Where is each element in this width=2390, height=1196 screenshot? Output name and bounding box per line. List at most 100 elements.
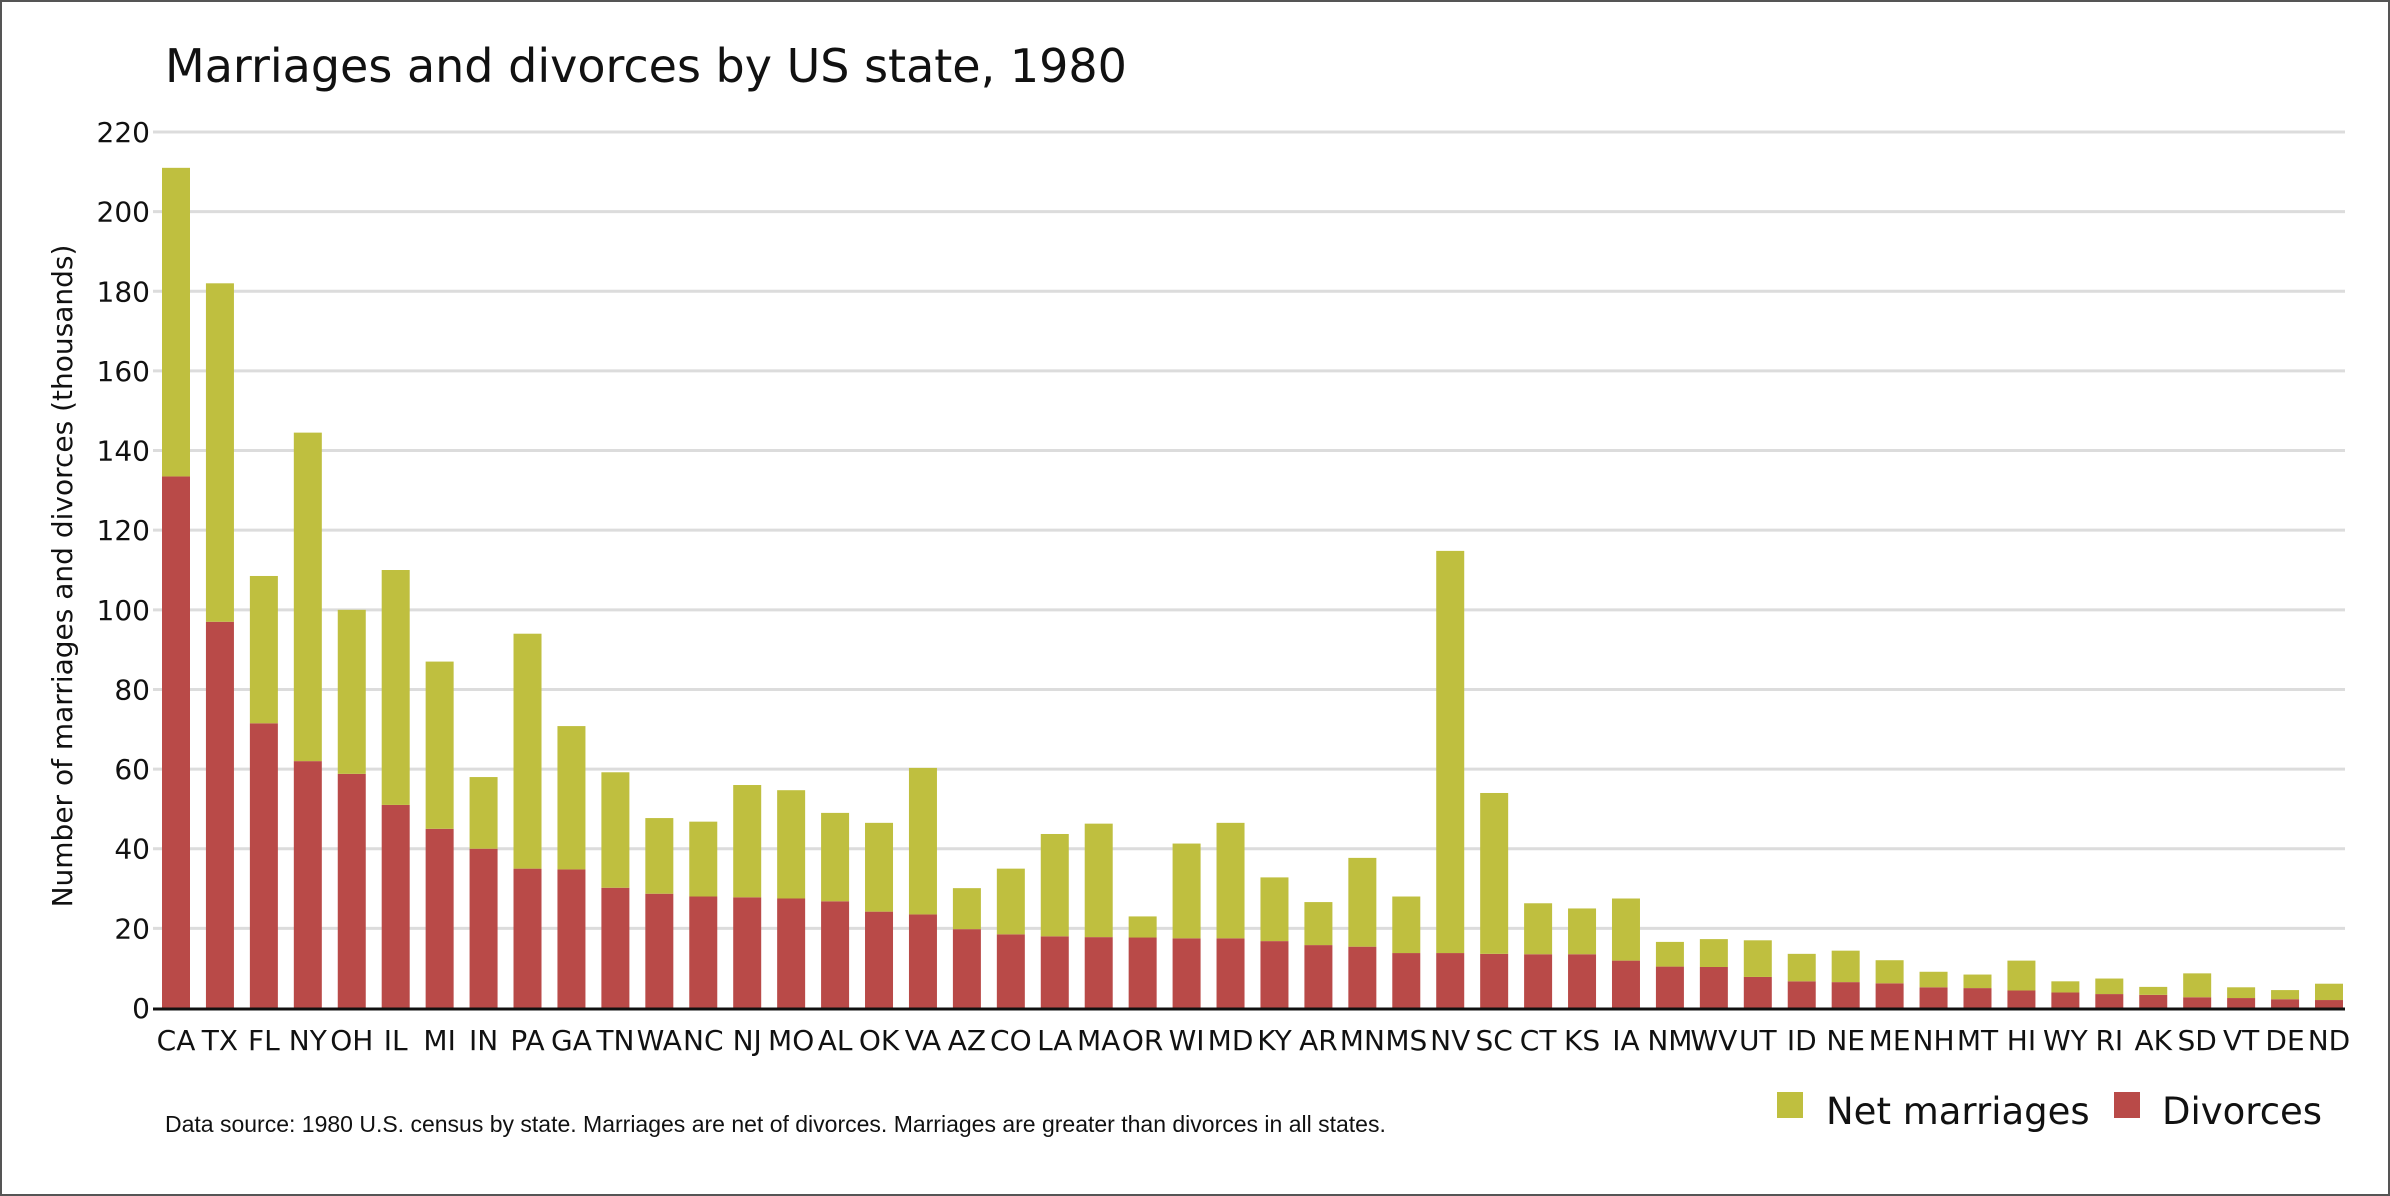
x-tick-label: ND — [2308, 1024, 2351, 1057]
y-tick-label: 40 — [114, 833, 150, 866]
bar-net-marriages-or — [1128, 916, 1157, 938]
x-tick-label: VT — [2223, 1024, 2260, 1057]
bar-net-marriages-ks — [1568, 908, 1597, 955]
x-tick-label: NJ — [733, 1024, 762, 1057]
y-axis-label: Number of marriages and divorces (thousa… — [46, 245, 79, 908]
x-tick-label: TN — [595, 1024, 634, 1057]
bar-divorces-ga — [557, 869, 586, 1008]
bar-net-marriages-ok — [865, 822, 894, 912]
bar-net-marriages-nm — [1655, 941, 1684, 967]
bar-net-marriages-in — [469, 777, 498, 849]
x-tick-label: MI — [423, 1024, 455, 1057]
bar-net-marriages-md — [1216, 822, 1245, 939]
bar-divorces-ar — [1304, 945, 1333, 1008]
x-tick-label: MS — [1385, 1024, 1427, 1057]
y-tick-label: 0 — [132, 992, 150, 1025]
bar-divorces-id — [1787, 981, 1816, 1008]
bar-divorces-fl — [249, 723, 278, 1008]
bar-net-marriages-wi — [1172, 843, 1201, 939]
bar-divorces-mn — [1348, 946, 1377, 1008]
bar-divorces-ms — [1392, 953, 1421, 1008]
bar-divorces-tn — [601, 887, 630, 1008]
x-tick-label: IA — [1612, 1024, 1639, 1057]
x-tick-label: CO — [990, 1024, 1032, 1057]
x-tick-label: MN — [1340, 1024, 1385, 1057]
bar-net-marriages-wy — [2051, 981, 2080, 993]
x-tick-label: KS — [1564, 1024, 1600, 1057]
bar-divorces-mo — [777, 898, 806, 1008]
x-tick-label: IN — [469, 1024, 498, 1057]
bar-net-marriages-hi — [2007, 960, 2036, 991]
x-tick-label: OH — [330, 1024, 373, 1057]
bar-net-marriages-va — [908, 767, 937, 915]
bar-net-marriages-ny — [293, 432, 322, 762]
x-tick-label: MA — [1077, 1024, 1120, 1057]
bar-group — [162, 167, 2343, 1009]
bar-divorces-oh — [337, 773, 366, 1008]
bar-net-marriages-sd — [2183, 973, 2212, 998]
x-tick-label: SC — [1475, 1024, 1512, 1057]
x-tick-label: LA — [1037, 1024, 1072, 1057]
x-tick-label: NC — [683, 1024, 724, 1057]
legend: Net marriages Divorces — [1777, 1090, 2322, 1133]
bar-divorces-il — [381, 804, 410, 1008]
legend-label-divorces: Divorces — [2162, 1090, 2322, 1133]
bar-divorces-ca — [162, 476, 190, 1009]
bar-net-marriages-al — [821, 812, 850, 902]
bar-net-marriages-tn — [601, 772, 630, 888]
x-axis-ticks: CA TX FL NY OH IL MI IN PA GA TN WA NC NJ MO AL OK VA AZ CO… — [157, 1024, 2351, 1057]
bar-divorces-ri — [2095, 994, 2124, 1008]
bar-divorces-nd — [2315, 1000, 2343, 1008]
x-tick-label: NV — [1430, 1024, 1470, 1057]
bar-divorces-la — [1040, 936, 1069, 1008]
bar-divorces-ky — [1260, 941, 1289, 1008]
y-axis-ticks: 0 20 40 60 80 100 120 140 160 180 200 220 — [97, 116, 150, 1025]
bar-divorces-me — [1875, 983, 1904, 1008]
bar-divorces-ut — [1743, 976, 1772, 1008]
bar-divorces-ia — [1611, 960, 1640, 1008]
bar-net-marriages-fl — [249, 575, 278, 724]
bar-net-marriages-ct — [1524, 903, 1553, 955]
bar-divorces-ok — [865, 911, 894, 1008]
bar-net-marriages-ga — [557, 726, 586, 870]
bar-net-marriages-mo — [777, 790, 806, 899]
chart-title: Marriages and divorces by US state, 1980 — [165, 39, 1127, 93]
bar-net-marriages-wv — [1699, 939, 1728, 967]
y-tick-label: 120 — [97, 514, 150, 547]
bar-divorces-ne — [1831, 982, 1860, 1008]
bar-divorces-wa — [645, 893, 674, 1008]
bar-divorces-nv — [1436, 953, 1465, 1008]
bar-net-marriages-ma — [1084, 823, 1113, 938]
bar-net-marriages-ne — [1831, 950, 1860, 983]
legend-label-net-marriages: Net marriages — [1826, 1090, 2090, 1133]
x-tick-label: WV — [1690, 1024, 1737, 1057]
x-tick-label: AR — [1299, 1024, 1338, 1057]
bar-divorces-wy — [2051, 992, 2080, 1008]
bar-net-marriages-id — [1787, 953, 1816, 982]
bar-divorces-ny — [293, 761, 322, 1008]
y-tick-label: 80 — [114, 673, 150, 706]
y-tick-label: 220 — [97, 116, 150, 149]
bar-divorces-ak — [2139, 994, 2168, 1008]
x-tick-label: AZ — [948, 1024, 986, 1057]
bar-net-marriages-nj — [733, 785, 762, 898]
x-tick-label: WI — [1169, 1024, 1205, 1057]
y-tick-label: 20 — [114, 912, 150, 945]
x-tick-label: MO — [768, 1024, 814, 1057]
bar-divorces-mt — [1963, 988, 1992, 1008]
bar-divorces-in — [469, 848, 498, 1008]
bar-divorces-de — [2271, 999, 2300, 1008]
x-tick-label: OK — [859, 1024, 900, 1057]
bar-net-marriages-la — [1040, 833, 1069, 937]
x-tick-label: MD — [1208, 1024, 1254, 1057]
bar-net-marriages-ca — [162, 167, 190, 477]
x-tick-label: WY — [2043, 1024, 2089, 1057]
bar-divorces-sc — [1480, 953, 1509, 1008]
y-tick-label: 140 — [97, 435, 150, 468]
bar-net-marriages-nv — [1436, 550, 1465, 954]
bar-net-marriages-oh — [337, 609, 366, 774]
y-tick-label: 60 — [114, 753, 150, 786]
bar-net-marriages-il — [381, 570, 410, 805]
bar-net-marriages-vt — [2227, 987, 2256, 999]
